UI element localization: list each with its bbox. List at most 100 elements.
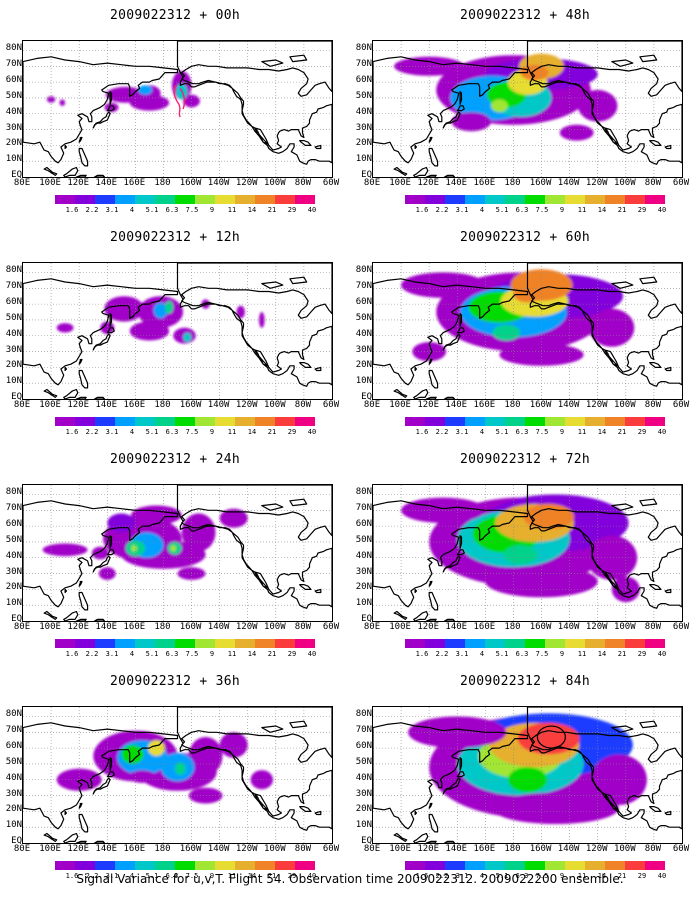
latitude-label: 10N	[5, 598, 22, 609]
longitude-label: 160W	[179, 844, 202, 854]
longitude-label: 140W	[207, 844, 230, 854]
variance-blob	[492, 324, 521, 341]
colorbar-label: 5.1	[495, 872, 509, 880]
colorbar-swatch	[275, 417, 295, 426]
colorbar-label: 4	[129, 872, 135, 880]
latitude-label: EQ	[11, 170, 22, 180]
colorbar-swatch	[55, 417, 75, 426]
variance-blob	[236, 305, 245, 319]
latitude-labels: 80N 70N 60N 50N 40N 30N 20N 10N EQ	[350, 262, 372, 402]
longitude-label: 120E	[67, 844, 90, 854]
colorbar-label: 11	[227, 206, 237, 214]
longitude-label: 80W	[294, 622, 312, 632]
colorbar: 1.6 2.2 3.1 4 5.1 6.3 7.5 9 11 14 21 29 40	[55, 195, 316, 219]
latitude-label: 50N	[355, 756, 372, 767]
latitude-label: 50N	[5, 534, 22, 545]
latitude-label: 60N	[5, 519, 22, 530]
colorbar-label: 3.1	[455, 872, 469, 880]
coastlines	[373, 707, 682, 843]
latitude-label: 20N	[5, 360, 22, 371]
colorbar-label: 11	[577, 428, 587, 436]
longitude-label: 180	[154, 844, 171, 854]
map-frame	[372, 262, 683, 400]
latitude-label: 30N	[5, 122, 22, 133]
longitude-label: 100W	[613, 400, 636, 410]
longitude-labels: 80E 100E 120E 140E 160E 180 160W 140W 120W 100W 80…	[14, 400, 339, 412]
colorbar-swatch	[625, 639, 645, 648]
colorbar: 1.6 2.2 3.1 4 5.1 6.3 7.5 9 11 14 21 29 40	[405, 195, 666, 219]
colorbar-label: 29	[287, 428, 297, 436]
colorbar-label: 9	[559, 650, 565, 658]
colorbar-label: 11	[227, 872, 237, 880]
variance-blob	[107, 513, 136, 533]
longitude-label: 120E	[67, 400, 90, 410]
latitude-label: 80N	[5, 487, 22, 498]
colorbar-label: 6.3	[165, 206, 179, 214]
colorbar-swatch	[155, 639, 175, 648]
longitude-labels: 80E 100E 120E 140E 160E 180 160W 140W 120W 100W 80…	[14, 622, 339, 634]
colorbar: 1.6 2.2 3.1 4 5.1 6.3 7.5 9 11 14 21 29 40	[55, 861, 316, 885]
longitude-label: 100W	[263, 622, 286, 632]
colorbar-swatch	[295, 861, 315, 870]
colorbar-swatch	[605, 639, 625, 648]
colorbar-label: 6.3	[165, 872, 179, 880]
colorbar-label: 21	[267, 428, 277, 436]
colorbar-label: 14	[247, 872, 257, 880]
colorbar-swatch	[645, 639, 665, 648]
graticule	[373, 263, 682, 399]
coastlines	[23, 707, 332, 843]
colorbar-swatch	[605, 195, 625, 204]
variance-blob	[153, 302, 168, 319]
longitude-label: 160E	[473, 622, 496, 632]
colorbar-swatch	[175, 861, 195, 870]
colorbar-label: 5.1	[495, 206, 509, 214]
colorbar-label: 3.1	[455, 428, 469, 436]
colorbar-swatch	[95, 639, 115, 648]
latitude-label: 50N	[5, 756, 22, 767]
colorbar-label: 29	[637, 650, 647, 658]
latitude-labels: 80N 70N 60N 50N 40N 30N 20N 10N EQ	[0, 262, 22, 402]
variance-blob	[503, 545, 538, 565]
colorbar-swatch	[545, 195, 565, 204]
longitude-label: 140E	[95, 844, 118, 854]
colorbar-swatch	[135, 861, 155, 870]
map-panel: 2009022312 + 12h 80N 70N 60N 50N 40N 30N 20N 10N…	[0, 222, 350, 444]
colorbar-label: 9	[209, 650, 215, 658]
colorbar-swatch	[625, 195, 645, 204]
colorbar-label: 14	[247, 428, 257, 436]
latitude-label: 30N	[5, 788, 22, 799]
colorbar-swatch	[115, 639, 135, 648]
colorbar-swatch	[425, 417, 445, 426]
coastlines	[373, 41, 682, 177]
longitude-label: 140E	[95, 622, 118, 632]
variance-blob	[394, 56, 465, 76]
longitude-label: 60W	[322, 844, 340, 854]
longitude-label: 160W	[529, 622, 552, 632]
longitude-label: 120W	[235, 178, 258, 188]
footer-caption: Signal Variance for u,v,T. Flight 54. Ob…	[76, 872, 624, 886]
colorbar-label: 11	[227, 428, 237, 436]
colorbar-swatch	[135, 417, 155, 426]
colorbar-swatch	[645, 195, 665, 204]
colorbar-label: 1.6	[415, 650, 429, 658]
latitude-label: 70N	[5, 725, 22, 736]
flight-track	[173, 84, 186, 118]
map-frame	[22, 484, 333, 622]
colorbar-swatch	[115, 417, 135, 426]
variance-blob	[129, 321, 170, 341]
colorbar-swatch	[445, 639, 465, 648]
longitude-label: 60W	[672, 844, 690, 854]
longitude-label: 100E	[389, 400, 411, 410]
colorbar-swatch	[645, 861, 665, 870]
latitude-labels: 80N 70N 60N 50N 40N 30N 20N 10N EQ	[350, 706, 372, 846]
colorbar-swatch	[405, 195, 425, 204]
colorbar-label: 29	[637, 428, 647, 436]
colorbar-swatch	[115, 195, 135, 204]
longitude-label: 160W	[529, 178, 552, 188]
colorbar-swatch	[505, 195, 525, 204]
longitude-label: 140W	[207, 400, 230, 410]
latitude-label: 30N	[5, 344, 22, 355]
colorbar-swatch	[275, 861, 295, 870]
variance-blob	[59, 99, 66, 106]
colorbar-label: 21	[267, 650, 277, 658]
